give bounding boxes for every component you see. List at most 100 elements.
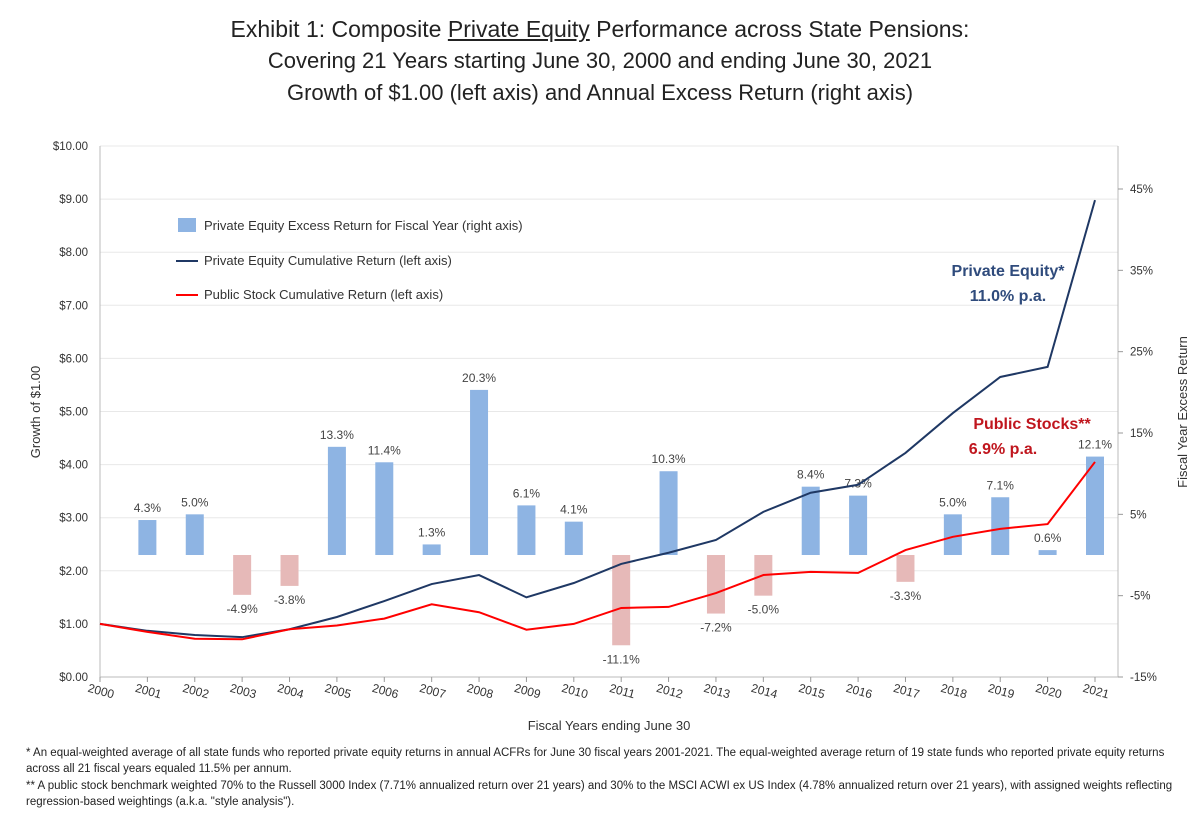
excess-return-bar [470,389,489,555]
x-axis-label: Fiscal Years ending June 30 [528,718,691,733]
left-tick-label: $4.00 [59,460,88,472]
left-tick-label: $9.00 [59,194,88,206]
x-tick-label: 2015 [797,681,827,702]
right-tick-label: 35% [1130,265,1153,277]
x-tick-label: 2010 [560,681,590,702]
excess-return-bar [280,555,299,586]
legend-bar-label: Private Equity Excess Return for Fiscal … [204,218,523,233]
x-tick-label: 2001 [134,681,164,702]
chart-title: Exhibit 1: Composite Private Equity Perf… [0,16,1200,43]
right-tick-label: -5% [1130,591,1150,603]
x-tick-label: 2003 [228,681,258,702]
public-annotation-rate: 6.9% p.a. [969,441,1037,458]
excess-return-bar [422,544,441,555]
x-tick-label: 2009 [513,681,543,702]
right-tick-label: 45% [1130,184,1153,196]
x-tick-label: 2021 [1081,681,1111,702]
excess-return-bar [612,555,631,646]
footnote-1: * An equal-weighted average of all state… [26,747,1165,775]
excess-return-bar [517,505,536,555]
excess-return-bar [1038,550,1057,555]
bar-data-label: -3.8% [274,593,306,607]
excess-return-bar [706,555,725,614]
legend-bar-swatch [178,218,196,232]
excess-return-bar [801,486,820,555]
x-tick-label: 2020 [1034,681,1064,702]
x-tick-label: 2006 [371,681,401,702]
title-suffix: Performance across State Pensions: [589,16,970,42]
x-tick-label: 2000 [86,681,116,702]
x-tick-label: 2017 [892,681,922,702]
bar-data-label: 8.4% [797,468,825,482]
public-annotation-title: Public Stocks** [973,416,1091,433]
excess-return-bar [564,521,583,555]
left-tick-label: $0.00 [59,672,88,684]
x-tick-label: 2019 [987,681,1017,702]
bar-data-label: 11.4% [368,443,401,457]
right-tick-label: 15% [1130,428,1153,440]
bar-data-label: 5.0% [939,495,967,509]
pe-annotation-rate: 11.0% p.a. [970,288,1047,305]
left-tick-label: $6.00 [59,353,88,365]
bar-data-label: 4.3% [134,501,162,515]
excess-return-bar [185,514,204,555]
left-tick-label: $3.00 [59,513,88,525]
x-tick-label: 2007 [418,681,448,702]
left-tick-label: $1.00 [59,619,88,631]
bar-data-label: 13.3% [320,428,354,442]
bar-data-label: -4.9% [226,602,258,616]
left-tick-label: $8.00 [59,247,88,259]
left-axis-label: Growth of $1.00 [28,366,43,459]
excess-return-bar [233,555,252,595]
legend-line-label: Private Equity Cumulative Return (left a… [204,253,452,268]
chart-subtitle-1: Covering 21 Years starting June 30, 2000… [267,48,933,73]
bar-data-label: 0.6% [1034,531,1062,545]
x-tick-label: 2002 [181,681,211,702]
excess-return-bar [138,520,157,555]
excess-return-bar [375,462,394,555]
bar-data-label: 5.0% [181,495,209,509]
bar-data-label: 1.3% [418,525,446,539]
x-tick-label: 2014 [750,681,780,702]
x-tick-label: 2005 [323,681,353,702]
right-tick-label: -15% [1130,672,1157,684]
bar-data-label: -5.0% [748,603,780,617]
bar-data-label: -3.3% [890,589,922,603]
excess-return-bar [1086,456,1104,555]
x-tick-label: 2018 [939,681,969,702]
bar-data-label: -7.2% [700,621,732,635]
left-tick-label: $5.00 [59,407,88,419]
x-tick-label: 2012 [655,681,685,702]
right-tick-label: 25% [1130,347,1153,359]
chart-subtitle-2: Growth of $1.00 (left axis) and Annual E… [286,80,914,105]
legend-line-label: Public Stock Cumulative Return (left axi… [204,287,443,302]
left-tick-label: $10.00 [53,141,88,153]
x-tick-label: 2013 [702,681,732,702]
x-tick-label: 2008 [465,681,495,702]
x-tick-label: 2011 [608,681,637,701]
left-tick-label: $7.00 [59,300,88,312]
excess-return-bar [659,471,678,555]
public-stock-line [99,461,1096,641]
excess-return-bar [849,495,868,555]
bar-data-label: 6.1% [513,486,541,500]
private-equity-line [99,199,1096,639]
bar-data-label: 4.1% [560,503,588,517]
excess-return-bar [896,555,915,582]
pe-annotation-title: Private Equity* [952,263,1066,280]
bar-data-label: 10.3% [652,452,686,466]
right-tick-label: 5% [1130,509,1147,521]
bar-data-label: 12.1% [1078,438,1112,452]
bar-data-label: -11.1% [603,652,640,666]
bar-data-label: 20.3% [462,371,496,385]
chart: $0.00 $1.00 $2.00 $3.00 $4.00 $5.00 $6.00 $7.00… [28,141,1190,733]
footnote-2: ** A public stock benchmark weighted 70%… [26,780,1173,808]
excess-return-bar [943,514,962,555]
title-underlined: Private Equity [447,16,590,42]
right-axis-label: Fiscal Year Excess Return [1175,336,1190,488]
title-prefix: Exhibit 1: Composite [230,16,448,42]
excess-return-bar [991,497,1010,555]
left-tick-label: $2.00 [59,566,88,578]
excess-return-bar [327,446,346,555]
bar-data-label: 7.1% [987,478,1015,492]
